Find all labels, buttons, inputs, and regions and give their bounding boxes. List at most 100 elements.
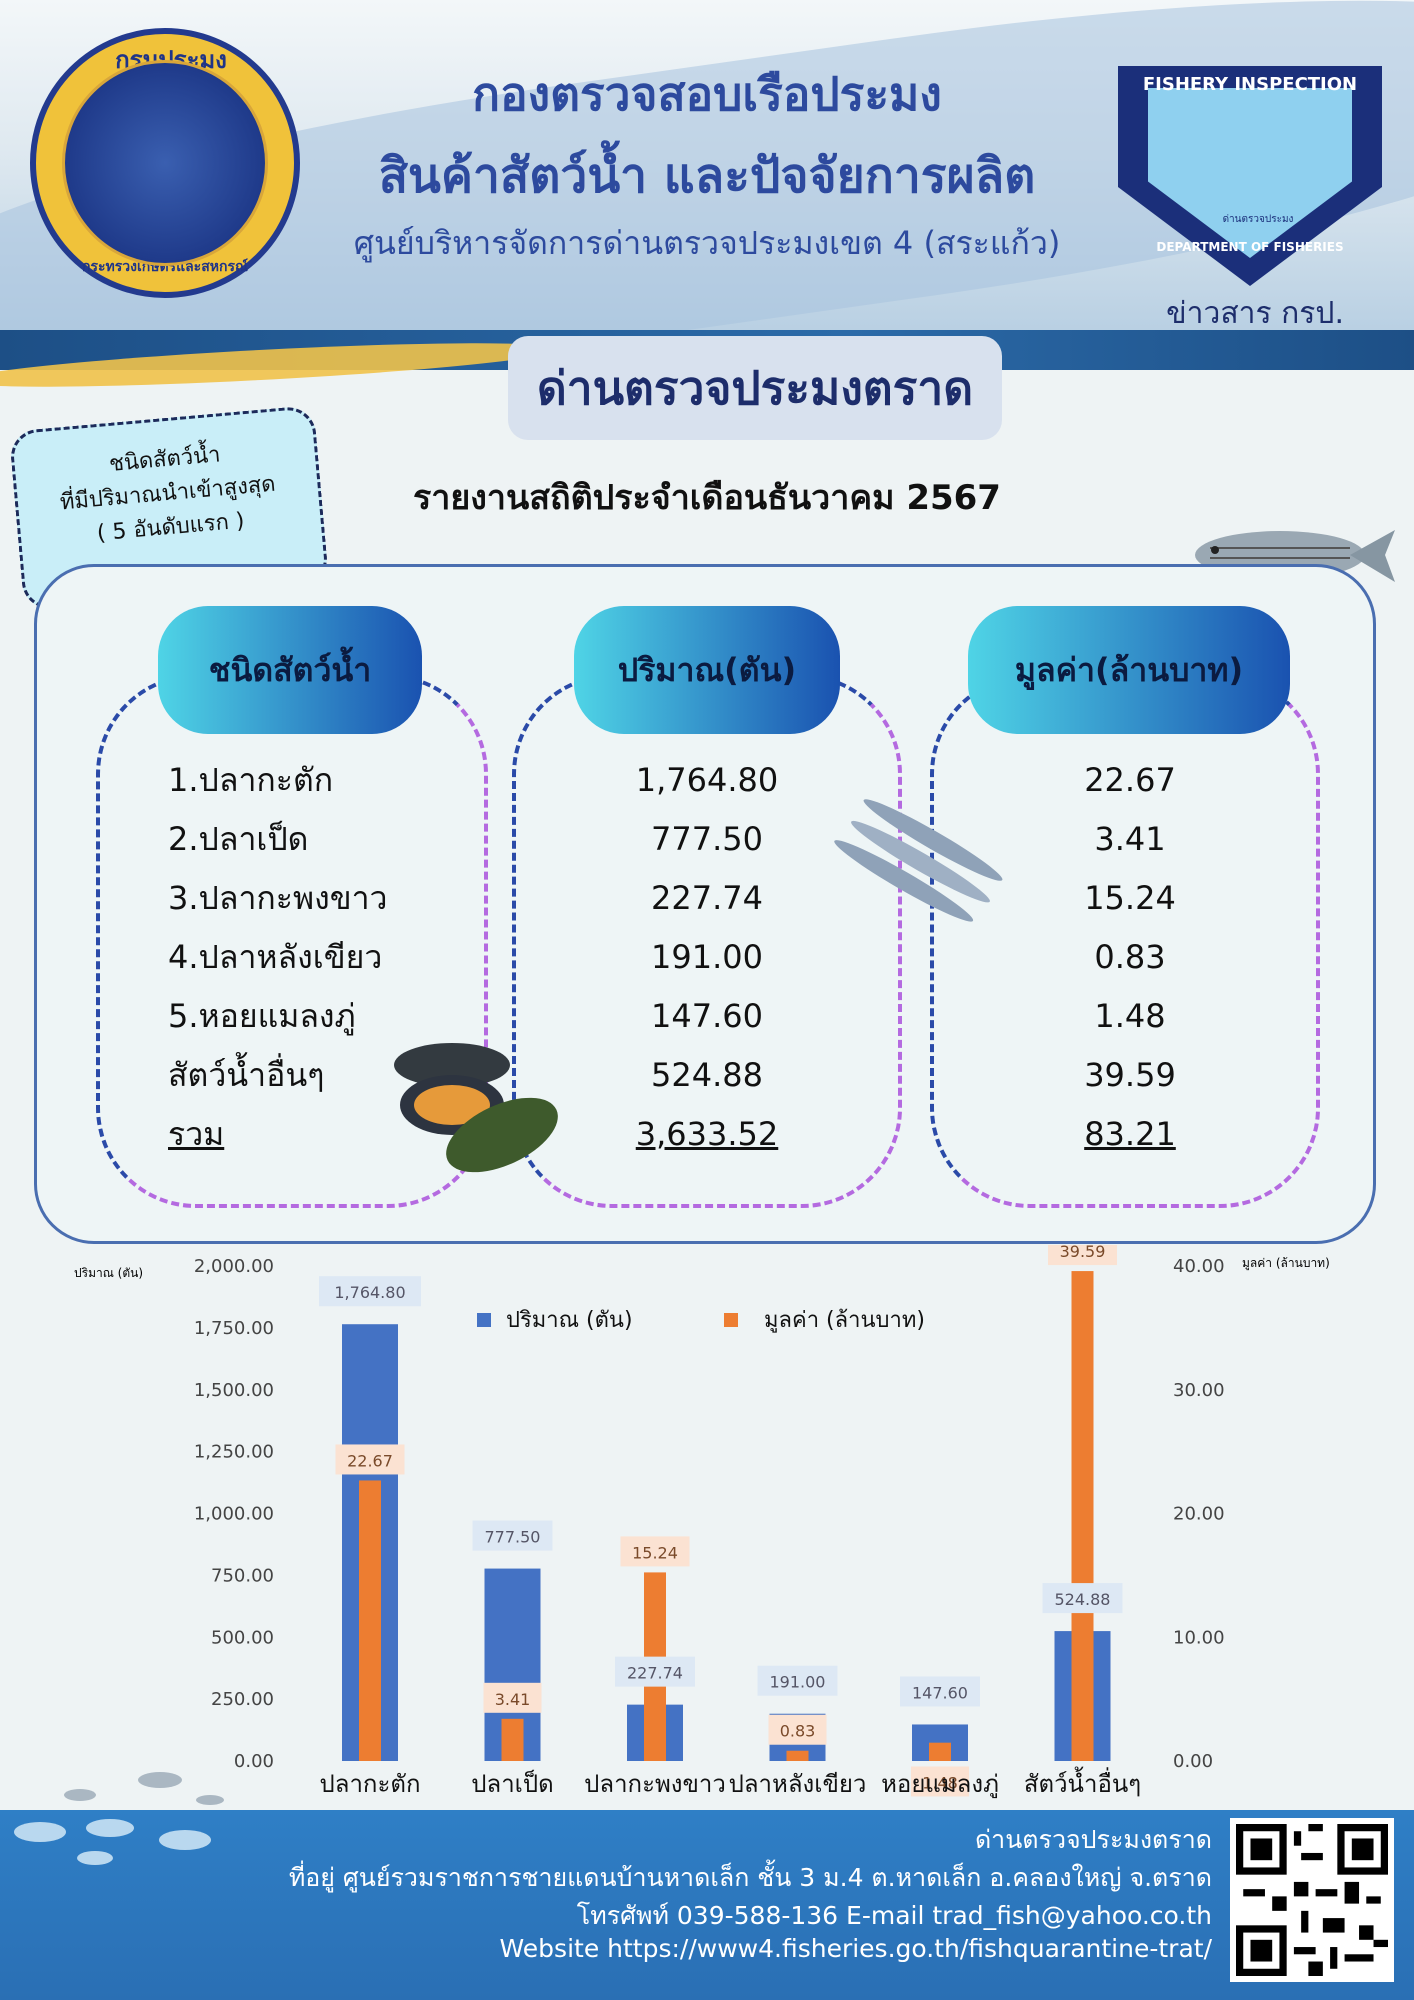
y2-axis-label: มูลค่า (ล้านบาท) [1242,1256,1330,1271]
y2-tick-label: 30.00 [1173,1380,1225,1401]
value-amount: 1.48 [1094,997,1166,1035]
data-label-box [768,1714,827,1745]
value-amount: 39.59 [1084,1056,1176,1094]
y-tick-label: 1,750.00 [194,1318,274,1339]
footer-address: ที่อยู่ ศูนย์รวมราชการชายแดนบ้านหาดเล็ก … [288,1863,1212,1892]
y2-tick-label: 40.00 [1173,1256,1225,1277]
x-tick-label: ปลากะตัก [320,1770,421,1798]
report-title: รายงานสถิติประจำเดือนธันวาคม 2567 [413,478,1001,518]
mussels-illustration [394,1043,558,1173]
data-label-box [483,1682,542,1713]
footer-website[interactable]: Website https://www4.fisheries.go.th/fis… [499,1934,1212,1963]
y-tick-label: 750.00 [211,1565,274,1586]
legend-label: มูลค่า (ล้านบาท) [764,1308,925,1333]
species-name: 4.ปลาหลังเขียว [168,938,383,976]
logo-left-bottom-text: กระทรวงเกษตรและสหกรณ์ [82,259,248,275]
header-title-line2: สินค้าสัตว์น้ำ และปัจจัยการผลิต [378,148,1036,204]
y-tick-label: 0.00 [234,1751,274,1772]
y-tick-label: 2,000.00 [194,1256,274,1277]
y-tick-label: 250.00 [211,1689,274,1710]
quantity-value: 191.00 [651,938,763,976]
value-amount: 22.67 [1084,761,1176,799]
y-tick-label: 500.00 [211,1627,274,1648]
logo-left-emblem [62,60,268,266]
quantity-value: 524.88 [651,1056,763,1094]
quantity-value: 777.50 [651,820,763,858]
data-label-box [911,1766,969,1797]
data-label: 39.59 [1060,1245,1106,1261]
data-label: 22.67 [347,1451,393,1470]
quantity-value: 1,764.80 [635,761,779,799]
data-label-box [900,1676,980,1707]
species-header: ชนิดสัตว์น้ำ [158,606,422,734]
data-label-box [1048,1245,1117,1266]
y-tick-label: 1,250.00 [194,1442,274,1463]
footer-fish-decoration [14,1819,211,1865]
data-label: 777.50 [485,1528,541,1547]
data-label-box [319,1276,421,1307]
x-tick-label: หอยแมลงภู่ [881,1770,999,1799]
x-tick-label: สัตว์น้ำอื่นๆ [1024,1766,1141,1798]
data-label: 15.24 [632,1543,678,1562]
species-name: 2.ปลาเป็ด [168,820,309,858]
value-amount: 15.24 [1084,879,1176,917]
data-label: 147.60 [912,1683,968,1702]
data-label: 1.48 [922,1773,958,1792]
species-list: 1.ปลากะตัก 2.ปลาเป็ด 3.ปลากะพงขาว 4.ปลาห… [168,751,468,1164]
header-title-line1: กองตรวจสอบเรือประมง [472,67,942,121]
species-name: 3.ปลากะพงขาว [168,879,388,917]
value-bar [929,1742,951,1761]
species-total-label: รวม [168,1115,225,1153]
x-tick-label: ปลาเป็ด [471,1769,553,1798]
x-tick-label: ปลากะพงขาว [584,1770,726,1798]
value-bar [786,1750,809,1761]
data-label-box [615,1656,695,1687]
data-label-box [335,1444,405,1475]
species-name: 1.ปลากะตัก [168,761,334,799]
header-subtitle: ศูนย์บริหารจัดการด่านตรวจประมงเขต 4 (สระ… [353,224,1061,262]
quantity-total: 3,633.52 [635,1115,779,1153]
data-label-box [1042,1583,1123,1614]
logo-right-top-text: FISHERY INSPECTION [1142,74,1358,95]
y2-tick-label: 0.00 [1173,1751,1213,1772]
checkpoint-sign: ด่านตรวจประมงตราด [508,336,1002,440]
chart-legend: ปริมาณ (ตัน) มูลค่า (ล้านบาท) [477,1308,925,1333]
import-chart: ปริมาณ (ตัน) มูลค่า (ล้านบาท) 0.00 250.00… [74,1245,1330,1799]
value-bar [1071,1271,1094,1761]
logo-right-bottom-text: DEPARTMENT OF FISHERIES [1156,240,1344,254]
news-label: ข่าวสาร กรป. [1166,296,1344,331]
y2-tick-label: 20.00 [1173,1504,1225,1525]
legend-swatch [477,1313,491,1327]
footer [0,1810,1414,2000]
value-list: 22.67 3.41 15.24 0.83 1.48 39.59 83.21 [985,751,1275,1164]
x-tick-label: ปลาหลังเขียว [729,1770,867,1798]
quantity-list: 1,764.80 777.50 227.74 191.00 147.60 524… [562,751,852,1164]
legend-swatch [724,1313,738,1327]
data-label: 191.00 [770,1673,826,1692]
logo-right-inner-text: ด่านตรวจประมง [1222,214,1294,225]
data-label: 524.88 [1055,1590,1111,1609]
data-label: 1,764.80 [334,1283,405,1302]
value-header: มูลค่า(ล้านบาท) [968,606,1290,734]
sardines-illustration [834,799,1003,922]
y-tick-label: 1,000.00 [194,1504,274,1525]
data-label-box [757,1665,838,1696]
data-label: 227.74 [627,1664,683,1683]
quantity-header: ปริมาณ(ตัน) [574,606,840,734]
y2-tick-label: 10.00 [1173,1627,1225,1648]
footer-office-name: ด่านตรวจประมงตราด [974,1825,1212,1854]
data-label-box [620,1536,690,1567]
y-tick-label: 1,500.00 [194,1380,274,1401]
data-label: 0.83 [780,1722,816,1741]
footer-contact[interactable]: โทรศัพท์ 039-588-136 E-mail trad_fish@ya… [576,1901,1212,1930]
qr-code[interactable] [1230,1818,1394,1982]
value-bar [501,1718,524,1761]
data-label: 3.41 [495,1690,531,1709]
quantity-value: 147.60 [651,997,763,1035]
quantity-value: 227.74 [651,879,763,917]
legend-label: ปริมาณ (ตัน) [506,1308,633,1333]
y-axis-label: ปริมาณ (ตัน) [74,1266,143,1280]
value-amount: 0.83 [1094,938,1166,976]
species-name: สัตว์น้ำอื่นๆ [168,1056,325,1094]
value-amount: 3.41 [1094,820,1166,858]
